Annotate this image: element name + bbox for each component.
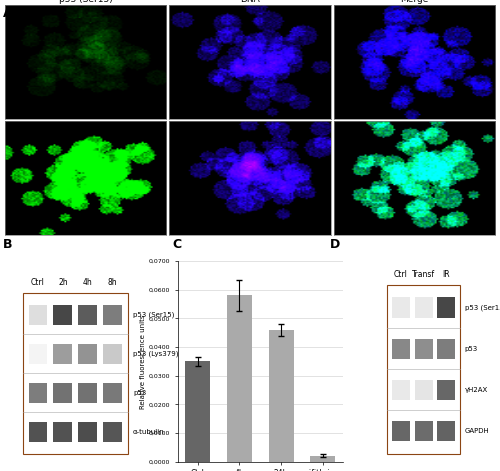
FancyBboxPatch shape <box>28 305 48 325</box>
FancyBboxPatch shape <box>78 383 97 403</box>
FancyBboxPatch shape <box>392 380 410 400</box>
FancyBboxPatch shape <box>54 422 72 442</box>
Text: IR: IR <box>442 270 450 279</box>
FancyBboxPatch shape <box>437 298 456 318</box>
Text: GAPDH: GAPDH <box>464 428 489 434</box>
FancyBboxPatch shape <box>28 344 48 364</box>
FancyBboxPatch shape <box>414 339 432 359</box>
FancyBboxPatch shape <box>78 344 97 364</box>
FancyBboxPatch shape <box>28 383 48 403</box>
Text: α-tubulin: α-tubulin <box>133 429 165 435</box>
Text: 8h: 8h <box>108 278 117 287</box>
FancyBboxPatch shape <box>414 298 432 318</box>
Bar <box>185 361 210 462</box>
FancyBboxPatch shape <box>414 421 432 441</box>
FancyBboxPatch shape <box>392 421 410 441</box>
Bar <box>227 295 252 462</box>
Text: p53 (Ser15): p53 (Ser15) <box>133 311 174 318</box>
Y-axis label: Relative fluorescence units: Relative fluorescence units <box>140 314 146 409</box>
FancyBboxPatch shape <box>103 422 122 442</box>
FancyBboxPatch shape <box>54 305 72 325</box>
Text: B: B <box>2 238 12 251</box>
FancyBboxPatch shape <box>23 293 128 454</box>
Text: p53 (Lys379): p53 (Lys379) <box>133 350 178 357</box>
FancyBboxPatch shape <box>388 285 460 454</box>
FancyBboxPatch shape <box>103 305 122 325</box>
FancyBboxPatch shape <box>392 298 410 318</box>
Text: A: A <box>2 7 12 20</box>
Text: Ctrl: Ctrl <box>394 270 408 279</box>
Text: C: C <box>172 238 182 251</box>
FancyBboxPatch shape <box>437 380 456 400</box>
FancyBboxPatch shape <box>78 422 97 442</box>
Title: p53 (Ser15): p53 (Ser15) <box>58 0 112 4</box>
Text: 4h: 4h <box>82 278 92 287</box>
FancyBboxPatch shape <box>414 380 432 400</box>
FancyBboxPatch shape <box>103 383 122 403</box>
FancyBboxPatch shape <box>437 421 456 441</box>
Text: D: D <box>330 238 340 251</box>
Text: p53 (Ser15): p53 (Ser15) <box>464 304 500 311</box>
FancyBboxPatch shape <box>78 305 97 325</box>
FancyBboxPatch shape <box>437 339 456 359</box>
Text: γH2AX: γH2AX <box>464 387 488 393</box>
FancyBboxPatch shape <box>54 344 72 364</box>
Text: Ctrl: Ctrl <box>31 278 45 287</box>
Bar <box>268 330 293 462</box>
FancyBboxPatch shape <box>54 383 72 403</box>
FancyBboxPatch shape <box>392 339 410 359</box>
FancyBboxPatch shape <box>28 422 48 442</box>
Text: p53: p53 <box>133 390 146 396</box>
Text: 2h: 2h <box>58 278 68 287</box>
Title: Merge: Merge <box>400 0 428 4</box>
Text: p53: p53 <box>464 346 478 352</box>
Text: Transf: Transf <box>412 270 435 279</box>
Bar <box>310 456 336 462</box>
Title: DNA: DNA <box>240 0 260 4</box>
FancyBboxPatch shape <box>103 344 122 364</box>
